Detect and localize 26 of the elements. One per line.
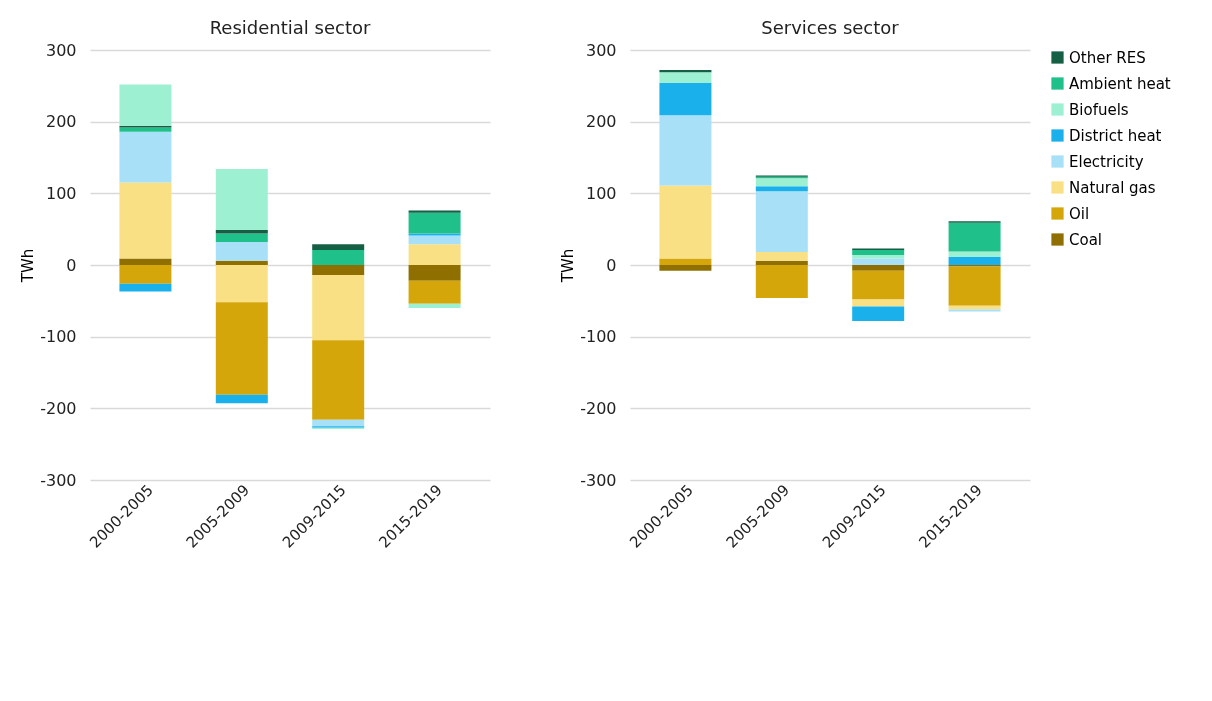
- y-tick-label: 100: [45, 183, 77, 203]
- y-tick-label: 100: [585, 183, 617, 203]
- legend-label: District heat: [1069, 126, 1162, 145]
- y-tick-label: -100: [40, 327, 77, 347]
- legend-label: Ambient heat: [1069, 74, 1171, 93]
- y-tick-label: 300: [585, 40, 617, 60]
- legend-label: Natural gas: [1069, 178, 1156, 197]
- y-tick-label: 300: [45, 40, 77, 60]
- y-axis-title: TWh: [19, 248, 38, 284]
- y-tick-label: 200: [45, 112, 77, 132]
- y-tick-label: -300: [580, 470, 617, 490]
- y-tick-label: 200: [585, 112, 617, 132]
- y-tick-label: -300: [40, 470, 77, 490]
- legend-label: Other RES: [1069, 48, 1146, 67]
- y-tick-label: 0: [606, 255, 617, 275]
- y-tick-label: -200: [40, 398, 77, 418]
- legend-label: Electricity: [1069, 152, 1144, 171]
- y-tick-label: -100: [580, 327, 617, 347]
- legend-label: Biofuels: [1069, 100, 1129, 119]
- chart-title: Services sector: [761, 17, 900, 38]
- y-tick-label: 0: [66, 255, 77, 275]
- y-tick-label: -200: [580, 398, 617, 418]
- y-axis-title: TWh: [559, 248, 578, 284]
- legend-label: Coal: [1069, 230, 1103, 249]
- chart-title: Residential sector: [209, 17, 371, 38]
- legend-label: Oil: [1069, 204, 1090, 223]
